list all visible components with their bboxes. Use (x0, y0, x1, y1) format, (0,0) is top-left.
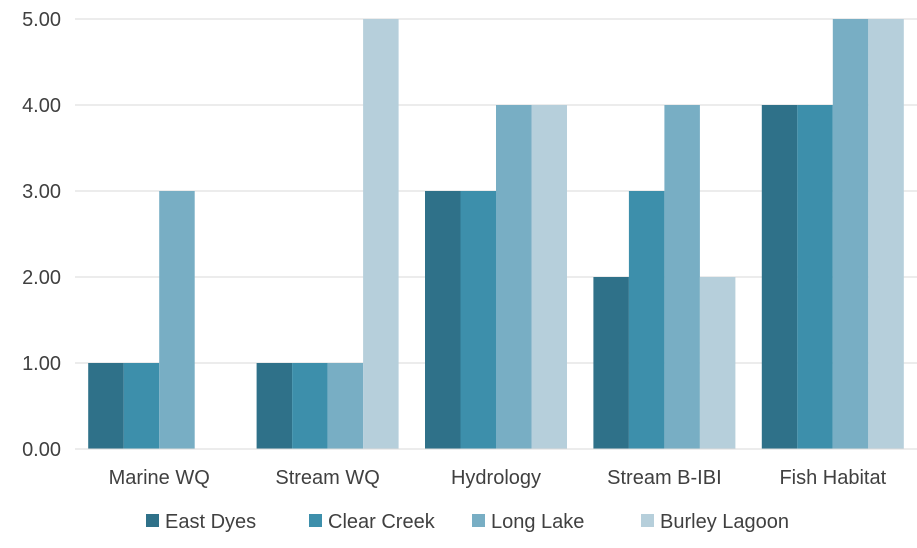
x-tick-label: Fish Habitat (779, 467, 886, 489)
bar (699, 277, 736, 449)
bar (460, 191, 496, 449)
x-tick-label: Marine WQ (109, 467, 210, 489)
x-tick-label: Stream B-IBI (607, 467, 721, 489)
legend-label: Long Lake (491, 511, 584, 533)
bar (256, 363, 293, 449)
y-tick-label: 0.00 (22, 439, 61, 461)
bar (628, 191, 665, 449)
bar (159, 191, 195, 449)
legend: East Dyes Clear Creek Long Lake Burley Lago… (146, 511, 789, 533)
bar (761, 105, 798, 449)
legend-swatch (472, 514, 485, 527)
x-axis: Marine WQ Stream WQ Hydrology Stream B-IBI F… (75, 448, 917, 489)
x-tick-label: Hydrology (451, 467, 541, 489)
legend-label: Burley Lagoon (660, 511, 789, 533)
bar (664, 105, 700, 449)
bar (868, 19, 904, 449)
y-axis: 0.00 1.00 2.00 3.00 4.00 5.00 (22, 9, 61, 461)
bar (327, 363, 364, 449)
bars (88, 19, 904, 449)
bar (123, 363, 160, 449)
legend-swatch (146, 514, 159, 527)
bar (88, 363, 124, 449)
x-tick-label: Stream WQ (275, 467, 379, 489)
y-tick-label: 3.00 (22, 181, 61, 203)
legend-label: East Dyes (165, 511, 256, 533)
y-tick-label: 4.00 (22, 95, 61, 117)
legend-label: Clear Creek (328, 511, 436, 533)
bar (797, 105, 833, 449)
bar (531, 105, 567, 449)
y-tick-label: 5.00 (22, 9, 61, 31)
bar (832, 19, 869, 449)
bar (425, 191, 461, 449)
legend-swatch (309, 514, 322, 527)
bar (496, 105, 532, 449)
bar (292, 363, 328, 449)
bar (363, 19, 399, 449)
bar (593, 277, 629, 449)
legend-swatch (641, 514, 654, 527)
y-tick-label: 2.00 (22, 267, 61, 289)
y-tick-label: 1.00 (22, 353, 61, 375)
